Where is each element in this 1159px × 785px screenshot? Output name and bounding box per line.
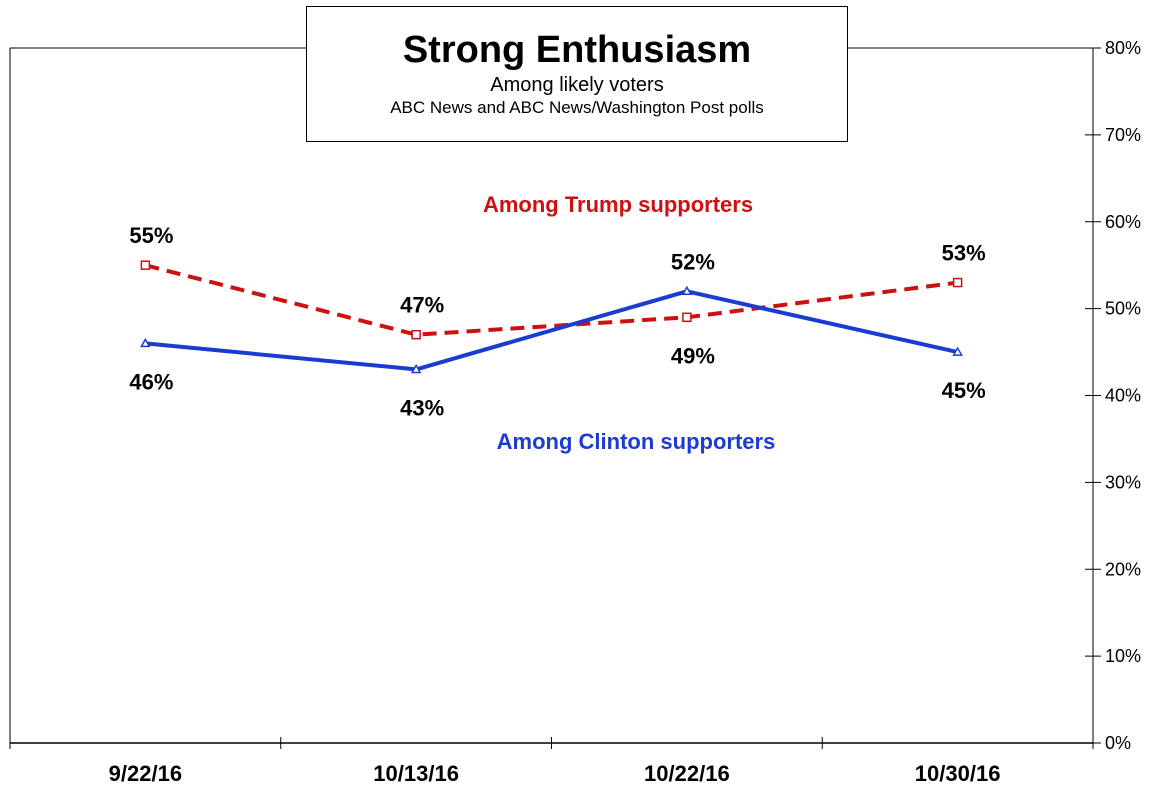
data-point-marker (411, 329, 421, 340)
chart-title-box: Strong Enthusiasm Among likely voters AB… (306, 6, 848, 142)
chart-source: ABC News and ABC News/Washington Post po… (390, 98, 764, 117)
y-tick-label: 60% (1105, 212, 1141, 232)
y-tick-label: 20% (1105, 559, 1141, 579)
data-label: 52% (671, 249, 715, 274)
y-tick-label: 80% (1105, 38, 1141, 58)
series-line-clinton (145, 289, 959, 372)
series-label-trump: Among Trump supporters (483, 192, 753, 217)
data-label: 55% (129, 223, 173, 248)
y-tick-label: 30% (1105, 472, 1141, 492)
data-point-marker (952, 277, 963, 288)
x-category-label: 10/22/16 (644, 761, 730, 785)
series-line-trump (144, 263, 958, 337)
chart-title: Strong Enthusiasm (402, 29, 752, 71)
data-label: 53% (942, 241, 986, 266)
data-point-marker (681, 285, 693, 295)
data-point-marker (140, 337, 151, 348)
y-tick-label: 40% (1105, 386, 1141, 406)
data-label: 49% (671, 343, 715, 368)
data-point-marker (952, 346, 963, 356)
y-tick-label: 10% (1105, 646, 1141, 666)
data-point-marker (410, 363, 422, 374)
data-label: 46% (129, 369, 173, 394)
series-label-clinton: Among Clinton supporters (497, 429, 776, 454)
y-tick-label: 50% (1105, 299, 1141, 319)
x-category-label: 9/22/16 (109, 761, 182, 785)
y-tick-label: 0% (1105, 733, 1131, 753)
data-label: 47% (400, 293, 444, 318)
chart-subtitle: Among likely voters (490, 74, 664, 96)
x-category-label: 10/30/16 (915, 761, 1001, 785)
data-label: 43% (400, 395, 444, 420)
x-category-label: 10/13/16 (373, 761, 459, 785)
data-point-marker (682, 312, 692, 323)
data-label: 45% (942, 378, 986, 403)
data-point-marker (140, 260, 151, 270)
y-tick-label: 70% (1105, 125, 1141, 145)
